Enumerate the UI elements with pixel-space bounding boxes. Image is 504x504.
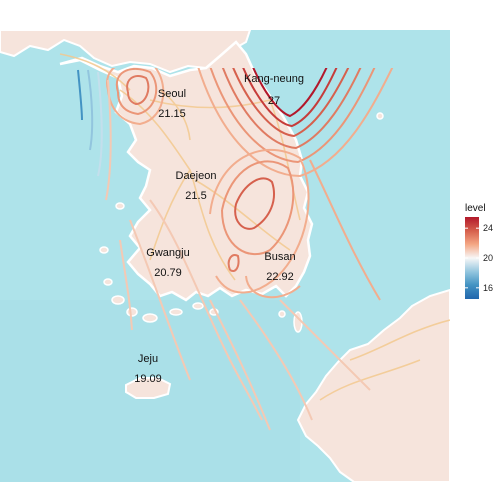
contour-south-1 (149, 199, 263, 421)
contour-south-6 (119, 239, 133, 331)
contour-south-3 (209, 299, 271, 431)
city-labels: Seoul 21.15 Kang-neung 27 Daejeon 21.5 G… (134, 73, 304, 385)
contour-south-2 (129, 219, 191, 381)
contour-west-4 (105, 79, 112, 201)
city-value-daejeon: 21.5 (185, 190, 206, 202)
contour-south-5 (279, 299, 371, 391)
contour-kang-neung-4 (222, 68, 362, 150)
contour-seoul-1 (126, 74, 150, 106)
contour-kang-neung-3 (232, 68, 350, 138)
contour-seoul-2 (115, 68, 158, 116)
jeju-island (125, 377, 172, 399)
legend-ticks: 24 20 16 (465, 223, 493, 293)
contour-kang-neung-6 (197, 68, 394, 178)
contour-center-4 (209, 148, 310, 294)
legend-tick-label: 16 (483, 283, 493, 293)
city-value-kang-neung: 27 (268, 95, 280, 107)
city-name-busan: Busan (264, 251, 295, 263)
contour-kang-neung-5 (209, 68, 376, 164)
contour-east-1 (309, 159, 381, 301)
legend-tick-label: 20 (483, 253, 493, 263)
contour-seoul-3 (106, 68, 165, 126)
city-name-gwangju: Gwangju (146, 247, 189, 259)
contour-kang-neung-1 (252, 68, 328, 118)
city-value-jeju: 19.09 (134, 373, 162, 385)
legend: level 24 20 16 (465, 203, 493, 299)
contour-west-2 (87, 69, 94, 151)
legend-colorbar (465, 217, 479, 299)
city-value-gwangju: 20.79 (154, 267, 182, 279)
contour-center-1 (234, 177, 275, 230)
city-name-seoul: Seoul (158, 88, 186, 100)
landmass-japan (296, 288, 450, 482)
contour-center-3 (221, 160, 295, 256)
city-name-kang-neung: Kang-neung (244, 73, 304, 85)
city-name-daejeon: Daejeon (176, 170, 217, 182)
contour-kang-neung-2 (242, 68, 338, 128)
contour-busan-1 (245, 275, 301, 299)
legend-tick-label: 24 (483, 223, 493, 233)
contour-center-2 (227, 254, 240, 272)
city-name-jeju: Jeju (138, 353, 158, 365)
contour-west-3 (97, 71, 103, 177)
contour-lines (77, 68, 394, 431)
contour-south-4 (239, 299, 313, 421)
contour-west-1 (77, 69, 83, 121)
city-value-busan: 22.92 (266, 271, 294, 283)
city-value-seoul: 21.15 (158, 108, 186, 120)
legend-title: level (465, 203, 486, 214)
